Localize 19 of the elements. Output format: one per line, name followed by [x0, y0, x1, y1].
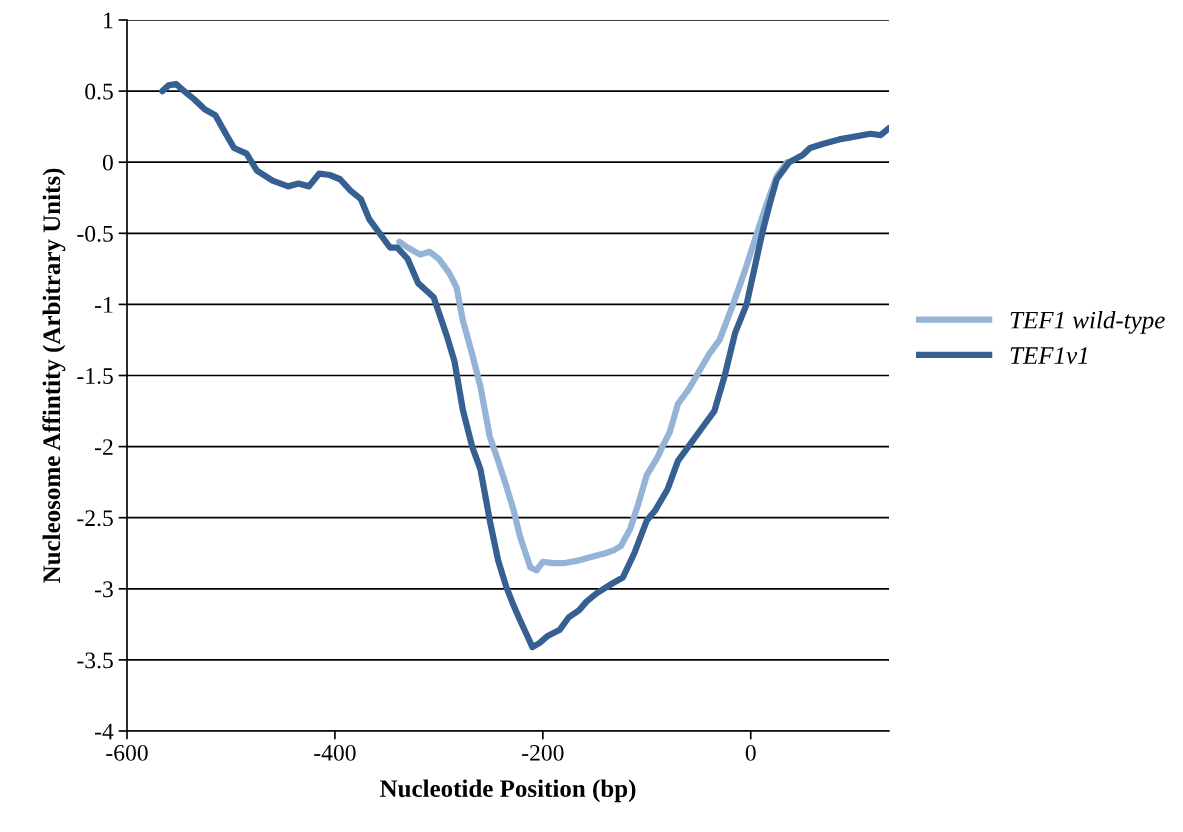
y-tick-label: -3.5	[77, 652, 113, 669]
y-tick-label: 0	[102, 154, 113, 171]
x-tick-label: -600	[106, 744, 148, 761]
y-tick-label: -3	[95, 581, 113, 598]
x-axis-title: Nucleotide Position (bp)	[380, 779, 636, 803]
x-tick-label: 0	[745, 744, 756, 761]
y-tick-label: -1.5	[77, 368, 113, 385]
y-tick-label: -2	[95, 439, 113, 455]
x-tick-label: -400	[314, 744, 356, 761]
y-axis-title: Nucleosome Affintity (Arbitrary Units)	[42, 168, 66, 583]
y-tick-label: -1	[95, 297, 113, 313]
y-tick-label: -4	[95, 723, 114, 740]
y-tick-label: 1	[104, 12, 113, 29]
legend-label: TEF1v1	[1010, 347, 1087, 364]
y-tick-label: 0.5	[85, 83, 113, 100]
y-tick-label: -0.5	[77, 225, 113, 242]
x-tick-label: -200	[522, 744, 564, 761]
y-tick-label: -2.5	[77, 510, 113, 527]
legend-label: TEF1 wild-type	[1010, 310, 1165, 334]
